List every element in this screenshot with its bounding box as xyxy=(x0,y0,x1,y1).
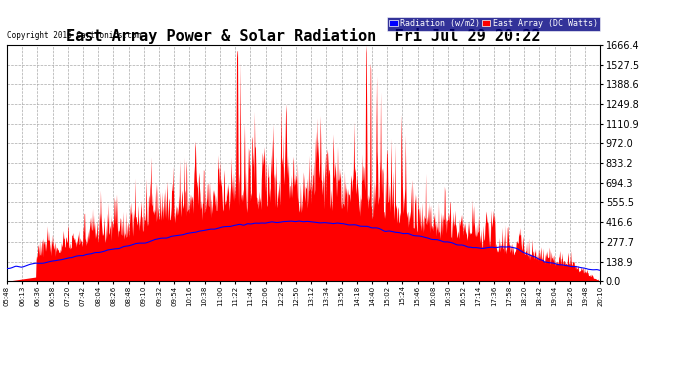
Text: Copyright 2016 Cartronics.com: Copyright 2016 Cartronics.com xyxy=(7,31,141,40)
Title: East Array Power & Solar Radiation  Fri Jul 29 20:22: East Array Power & Solar Radiation Fri J… xyxy=(66,28,541,44)
Legend: Radiation (w/m2), East Array (DC Watts): Radiation (w/m2), East Array (DC Watts) xyxy=(387,16,600,31)
